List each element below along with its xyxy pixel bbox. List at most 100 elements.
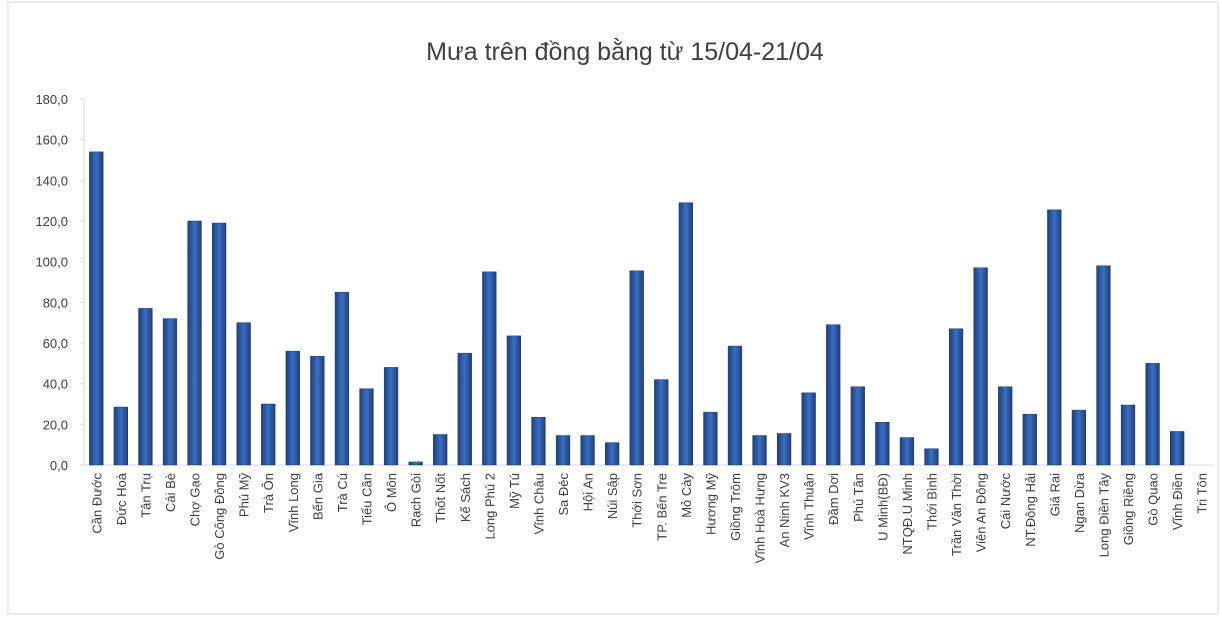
bar <box>998 386 1013 466</box>
y-tick-label: 80,0 <box>43 295 68 310</box>
bar <box>334 291 350 466</box>
bar <box>752 435 767 466</box>
x-tick-label: Rạch Gòi <box>409 473 424 527</box>
x-tick-label: Hội An <box>581 473 596 511</box>
x-tick-label: Hương Mỹ <box>703 473 718 536</box>
x-tick-label: TP. Bến Tre <box>654 473 669 541</box>
bar <box>187 220 202 466</box>
x-tick-label: Núi Sập <box>605 473 620 519</box>
bar <box>310 355 325 466</box>
bar <box>408 461 423 466</box>
x-tick-label: Ô Môn <box>384 473 399 512</box>
x-tick-label: Viên An Đông <box>974 473 989 552</box>
x-tick-label: Thới Bình <box>925 473 940 530</box>
x-tick-label: Sa Đéc <box>556 473 571 516</box>
bar <box>162 318 178 466</box>
bar <box>850 386 865 466</box>
bar <box>1047 209 1062 466</box>
bar <box>801 392 816 466</box>
x-tick-label: Đầm Dơi <box>826 473 841 525</box>
bar <box>629 270 644 466</box>
x-tick-label: An Ninh KV3 <box>777 473 792 547</box>
bar <box>138 308 153 466</box>
x-tick-label: U Minh(BĐ) <box>875 473 890 541</box>
x-tick-label: Phú Mỹ <box>237 473 252 518</box>
bar <box>1096 265 1111 466</box>
bar <box>506 335 522 466</box>
bar <box>236 322 251 466</box>
bar <box>924 448 939 466</box>
x-tick-label: Cái Nước <box>998 473 1013 530</box>
x-tick-label: Vĩnh Thuận <box>802 473 817 540</box>
x-tick-label: Bến Gia <box>310 472 325 520</box>
bar <box>359 388 374 466</box>
bar <box>531 416 546 466</box>
x-tick-label: Giồng Riềng <box>1121 473 1136 545</box>
x-tick-label: Giồng Trôm <box>728 473 743 541</box>
x-tick-label: Kế Sách <box>458 473 473 522</box>
x-tick-label: Trần Văn Thời <box>949 473 964 556</box>
x-tick-label: Chợ Gạo <box>188 473 203 526</box>
chart-border <box>7 1 1219 615</box>
bar <box>948 328 964 466</box>
x-tick-label: Long Phú 2 <box>482 473 497 540</box>
y-tick-label: 20,0 <box>43 417 68 432</box>
x-tick-label: Tri Tôn <box>1195 473 1210 513</box>
y-tick-label: 100,0 <box>35 255 68 270</box>
x-tick-label: Trà Ôn <box>261 473 276 513</box>
bar <box>875 422 890 466</box>
x-tick-label: Cần Đước <box>89 473 104 534</box>
x-tick-label: NT.Đông Hải <box>1023 473 1038 547</box>
x-tick-label: Đức Hoà <box>114 472 129 525</box>
bar <box>1170 431 1185 466</box>
bar <box>1071 409 1087 466</box>
bar <box>899 437 915 466</box>
bar <box>1145 363 1160 466</box>
bar <box>383 367 399 466</box>
bar <box>89 151 104 466</box>
x-tick-label: Giá Rai <box>1047 473 1062 516</box>
y-tick-label: 60,0 <box>43 336 68 351</box>
bar <box>703 411 718 466</box>
x-tick-label: Mỏ Cày <box>679 473 694 518</box>
x-tick-label: Gò Quao <box>1146 473 1161 526</box>
x-tick-label: Gò Công Đông <box>212 473 227 560</box>
x-tick-label: Mỹ Tú <box>507 473 522 509</box>
bar <box>555 435 571 466</box>
x-tick-label: Long Điền Tây <box>1096 473 1111 558</box>
bar <box>580 435 595 466</box>
y-tick-label: 140,0 <box>35 173 68 188</box>
x-tick-label: Vĩnh Điền <box>1170 473 1185 530</box>
x-tick-label: Phú Tân <box>851 473 866 522</box>
x-tick-label: Ngan Dừa <box>1072 472 1087 533</box>
bar <box>482 271 497 466</box>
bar <box>727 345 743 466</box>
x-tick-label: Vĩnh Châu <box>531 473 546 534</box>
x-tick-label: Tiểu Cần <box>360 473 375 525</box>
bar <box>433 434 448 466</box>
x-tick-label: NTQĐ.U Minh <box>900 473 915 555</box>
x-tick-label: Thốt Nốt <box>433 473 448 523</box>
bar <box>826 324 841 466</box>
y-tick-label: 40,0 <box>43 377 68 392</box>
x-tick-label: Cái Bè <box>163 473 178 512</box>
bar <box>285 350 300 466</box>
y-tick-label: 0,0 <box>50 458 68 473</box>
chart-title: Mưa trên đồng bằng từ 15/04-21/04 <box>426 37 824 66</box>
bar <box>973 267 988 466</box>
x-tick-label: Trà Cú <box>335 473 350 512</box>
bar <box>261 403 276 466</box>
bar <box>1120 404 1136 466</box>
bar <box>654 379 669 466</box>
bar <box>678 202 693 466</box>
y-tick-label: 160,0 <box>35 133 68 148</box>
bar <box>776 433 792 466</box>
bar <box>113 406 128 466</box>
y-tick-label: 180,0 <box>35 92 68 107</box>
bar <box>1022 413 1037 466</box>
x-tick-label: Thới Sơn <box>630 473 645 528</box>
bar <box>211 222 227 466</box>
bar <box>457 352 472 466</box>
x-tick-label: Tân Trụ <box>138 473 153 518</box>
